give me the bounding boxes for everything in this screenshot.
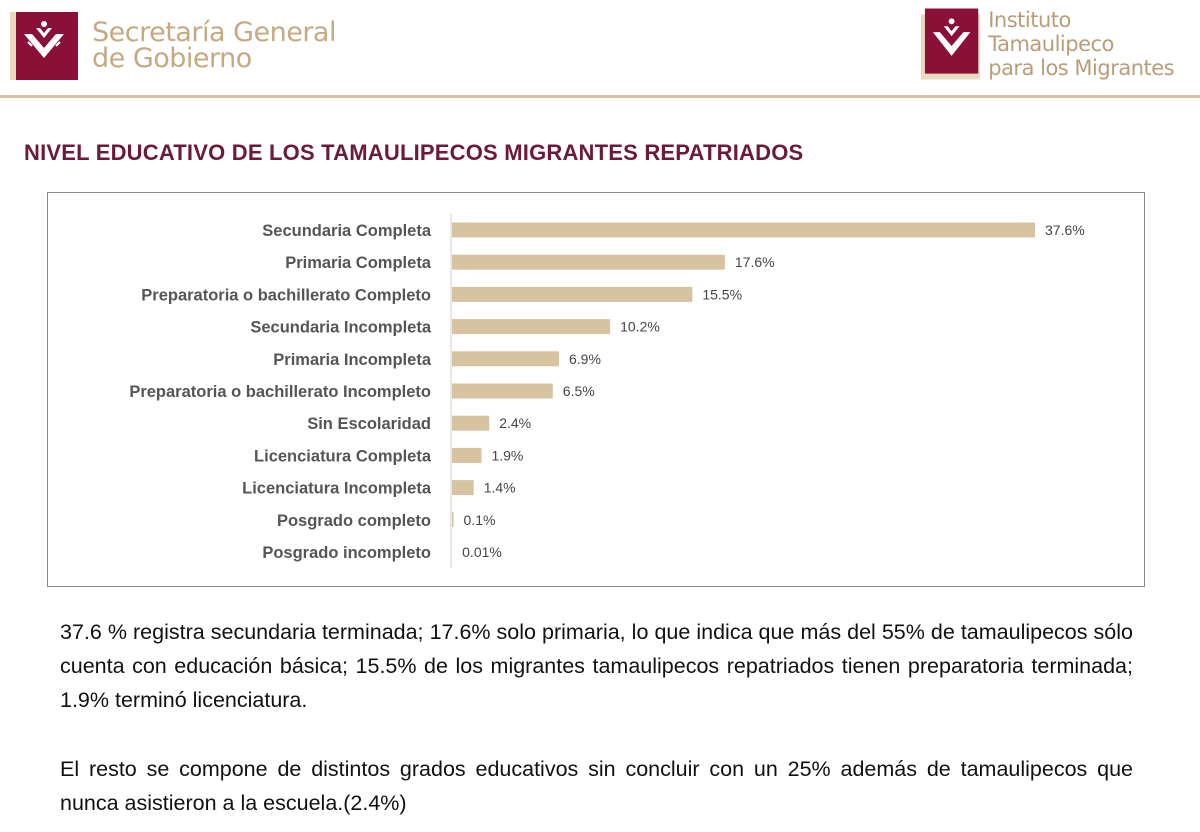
bar xyxy=(452,383,553,399)
category-label: Posgrado incompleto xyxy=(262,544,431,562)
category-label: Preparatoria o bachillerato Incompleto xyxy=(129,383,431,401)
value-label: 37.6% xyxy=(1045,222,1085,238)
secretaria-emblem-icon xyxy=(10,12,78,80)
bar xyxy=(452,319,611,335)
value-label: 6.9% xyxy=(569,351,601,367)
category-label: Primaria Completa xyxy=(285,254,432,272)
bar xyxy=(452,480,474,496)
secretaria-logo-line2: de Gobierno xyxy=(92,43,252,74)
value-label: 0.1% xyxy=(464,512,496,528)
bar xyxy=(452,447,482,463)
value-label: 17.6% xyxy=(735,254,775,270)
value-label: 2.4% xyxy=(499,415,531,431)
instituto-logo-text: Instituto Tamaulipeco para los Migrantes xyxy=(988,8,1200,80)
value-label: 10.2% xyxy=(620,319,660,335)
bar xyxy=(452,415,490,431)
bar xyxy=(452,254,725,270)
instituto-emblem-icon xyxy=(921,8,981,80)
instituto-logo-line1: Instituto Tamaulipeco xyxy=(988,8,1114,56)
summary-paragraph-2: El resto se compone de distintos grados … xyxy=(60,757,1133,815)
education-bar-chart: Secundaria Completa 37.6% Primaria Complet… xyxy=(129,213,1085,568)
category-label: Posgrado completo xyxy=(277,512,431,530)
secretaria-logo-text: Secretaría General de Gobierno xyxy=(92,17,336,74)
instituto-logo: Instituto Tamaulipeco para los Migrantes xyxy=(921,8,1200,80)
value-label: 15.5% xyxy=(702,286,742,302)
bar xyxy=(452,286,693,302)
bar xyxy=(452,351,559,367)
page-title: NIVEL EDUCATIVO DE LOS TAMAULIPECOS MIGR… xyxy=(24,140,804,165)
summary-paragraph-1: 37.6 % registra secundaria terminada; 17… xyxy=(60,620,1133,712)
category-label: Secundaria Incompleta xyxy=(250,319,431,337)
category-label: Preparatoria o bachillerato Completo xyxy=(141,286,431,304)
category-label: Secundaria Completa xyxy=(262,222,432,240)
category-label: Licenciatura Completa xyxy=(254,447,432,465)
secretaria-logo-line1: Secretaría General xyxy=(92,17,336,48)
bar xyxy=(452,512,454,528)
category-label: Primaria Incompleta xyxy=(273,351,432,369)
instituto-logo-line2: para los Migrantes xyxy=(988,56,1175,80)
value-label: 6.5% xyxy=(563,383,595,399)
value-label: 1.9% xyxy=(491,447,523,463)
header-divider xyxy=(0,95,1200,98)
category-label: Sin Escolaridad xyxy=(307,415,431,433)
secretaria-logo: Secretaría General de Gobierno xyxy=(10,12,336,80)
value-label: 1.4% xyxy=(484,480,516,496)
value-label: 0.01% xyxy=(462,544,502,560)
bar xyxy=(452,222,1035,238)
chart-frame: Secundaria Completa 37.6% Primaria Complet… xyxy=(47,192,1145,587)
category-label: Licenciatura Incompleta xyxy=(242,480,432,498)
